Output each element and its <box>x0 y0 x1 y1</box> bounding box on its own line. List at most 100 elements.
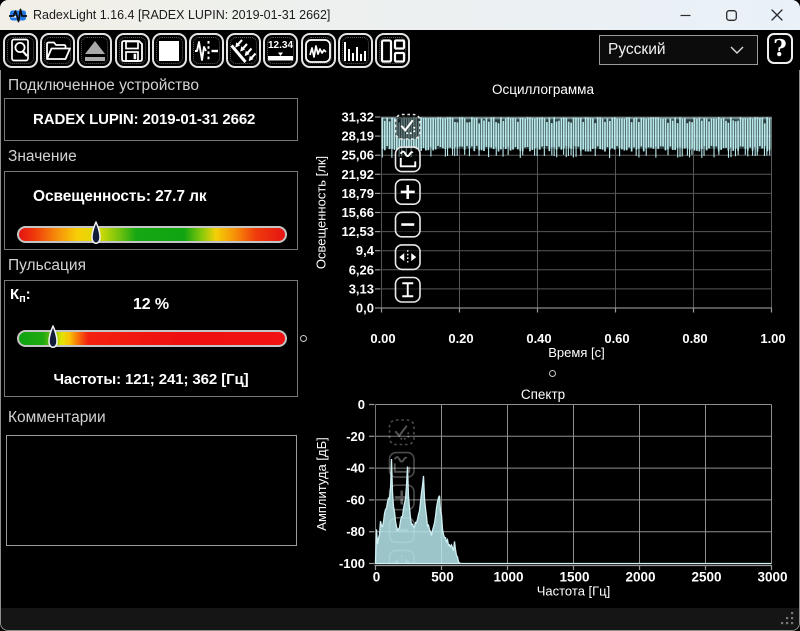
spectrum-y-labels: 0 -20 -40 -60 -80 -100 <box>339 397 365 571</box>
spectrum-tool-select-check[interactable] <box>388 419 415 446</box>
oscillogram-toolbar <box>394 113 421 303</box>
status-bar <box>1 608 799 630</box>
spec-x-tick-label: 0 <box>373 570 381 585</box>
osc-y-tick-label: 31,32 <box>341 110 374 125</box>
save-file-icon <box>121 39 143 62</box>
oscillogram-waveform[interactable] <box>381 117 771 158</box>
toolbar-button-open-file[interactable] <box>40 33 76 68</box>
oscillogram-y-labels: 0,0 3,13 6,26 9,4 12,53 15,66 18,79 21,92 25,06 2… <box>341 110 374 316</box>
kp-value: 12 % <box>132 296 170 313</box>
spectrum-chart: Спектр 0 -20 -40 -60 -80 -100 0 500 1000 1500 2000 2… <box>314 387 788 608</box>
oscillogram-tool-select-check[interactable] <box>394 113 421 140</box>
spec-y-tick-label: -60 <box>346 492 365 507</box>
minimize-icon <box>680 14 690 16</box>
title-bar: RadexLight 1.16.4 [RADEX LUPIN: 2019-01-… <box>0 0 800 30</box>
fit-vertical-icon <box>396 589 407 602</box>
oscillogram-tool-zoom-out[interactable] <box>394 211 421 238</box>
numeric-display-icon: 12.34 <box>268 40 294 61</box>
osc-x-tick-label: 0.00 <box>370 331 395 346</box>
stop-square-icon <box>159 40 180 61</box>
spectrum-ticks <box>369 403 773 570</box>
oscillogram-tool-fit-vertical[interactable] <box>394 276 421 303</box>
help-label: ? <box>773 35 787 62</box>
illuminance-value: Освещенность: 27.7 лк <box>33 188 207 205</box>
spec-y-tick-label: -20 <box>346 429 365 444</box>
select-check-icon <box>394 425 410 440</box>
oscillogram-tool-zoom-extents[interactable] <box>394 146 421 173</box>
osc-y-tick-label: 12,53 <box>341 224 374 239</box>
open-file-icon <box>45 41 71 60</box>
chevron-down-icon <box>730 46 744 54</box>
osc-y-tick-label: 6,26 <box>349 262 374 277</box>
zoom-extents-icon <box>399 150 417 168</box>
toolbar-button-spectrum-panel[interactable] <box>337 33 373 68</box>
spectrum-trace[interactable] <box>374 459 772 565</box>
maximize-button[interactable] <box>708 0 754 30</box>
window-title: RadexLight 1.16.4 [RADEX LUPIN: 2019-01-… <box>33 8 331 22</box>
fit-vertical-icon <box>402 282 414 298</box>
horizontal-splitter-grip[interactable] <box>549 370 556 377</box>
language-select[interactable]: Русский <box>599 35 758 65</box>
toolbar-button-save-file[interactable] <box>114 33 150 68</box>
comments-section-header: Комментарии <box>8 409 106 426</box>
spec-y-tick-label: 0 <box>358 397 365 412</box>
osc-x-tick-label: 0.80 <box>682 331 707 346</box>
language-select-value: Русский <box>608 41 666 58</box>
main-toolbar: 12.34 Русский ? <box>0 30 800 70</box>
vertical-splitter-grip[interactable] <box>300 335 307 342</box>
close-icon <box>771 9 783 21</box>
toolbar-button-find-device[interactable] <box>3 33 38 68</box>
toolbar-button-pulsation-wave[interactable] <box>189 33 224 68</box>
light-rays-icon <box>230 39 257 63</box>
toolbar-button-numeric-display[interactable]: 12.34 <box>263 33 299 68</box>
zoom-in-icon <box>400 184 415 199</box>
toolbar-button-light-rays[interactable] <box>226 33 262 68</box>
help-button[interactable]: ? <box>767 33 793 64</box>
spec-y-tick-label: -80 <box>346 524 365 539</box>
toolbar-button-oscillogram-panel[interactable] <box>300 33 336 68</box>
fit-horizontal-icon <box>399 250 417 265</box>
maximize-icon <box>725 9 737 21</box>
spec-x-tick-label: 500 <box>431 570 454 585</box>
spec-x-tick-label: 2000 <box>625 570 655 585</box>
spec-x-tick-label: 1500 <box>559 570 589 585</box>
frequencies-label: Частоты: 121; 241; 362 [Гц] <box>53 371 249 388</box>
osc-y-tick-label: 15,66 <box>341 205 374 220</box>
value-box: Освещенность: 27.7 лк <box>4 171 298 250</box>
resize-grip-icon[interactable] <box>780 611 795 626</box>
spectrum-x-labels: 0 500 1000 1500 2000 2500 3000 <box>373 570 788 585</box>
device-box: RADEX LUPIN: 2019-01-31 2662 <box>4 98 298 141</box>
close-button[interactable] <box>754 0 800 30</box>
select-check-icon <box>400 119 416 135</box>
oscillogram-x-labels: 0.00 0.20 0.40 0.60 0.80 1.00 <box>370 331 785 346</box>
illuminance-scale-bar <box>17 226 287 243</box>
pulsation-marker <box>48 325 58 348</box>
find-device-icon <box>10 38 29 61</box>
spectrum-tool-zoom-extents[interactable] <box>388 451 415 478</box>
spec-y-tick-label: -40 <box>346 461 365 476</box>
oscillogram-tool-zoom-in[interactable] <box>394 178 421 205</box>
minimize-button[interactable] <box>662 0 708 30</box>
toolbar-button-stop-square[interactable] <box>151 33 187 68</box>
oscillogram-ylabel: Освещенность [лк] <box>314 156 329 269</box>
oscillogram-panel-icon <box>305 38 331 63</box>
osc-y-tick-label: 18,79 <box>341 186 374 201</box>
spectrum-tool-fit-vertical[interactable] <box>390 583 415 608</box>
value-section-header: Значение <box>8 148 77 165</box>
osc-y-tick-label: 21,92 <box>341 167 374 182</box>
spec-x-tick-label: 1000 <box>493 570 523 585</box>
toolbar-button-layout-panels[interactable] <box>375 33 410 68</box>
device-section-header: Подключенное устройство <box>8 77 199 94</box>
oscillogram-chart: Осциллограмма 0,0 3,13 6,26 9,4 12,53 15,66 18,… <box>314 82 786 360</box>
oscillogram-tool-fit-horizontal[interactable] <box>394 244 421 271</box>
osc-y-tick-label: 28,19 <box>341 129 374 144</box>
comments-textarea[interactable] <box>6 435 297 546</box>
app-icon <box>9 8 27 22</box>
illuminance-marker <box>91 221 102 244</box>
pulsation-section-header: Пульсация <box>8 257 86 274</box>
osc-y-tick-label: 9,4 <box>356 243 375 258</box>
spectrum-xlabel: Частота [Гц] <box>537 584 611 599</box>
osc-y-tick-label: 0,0 <box>356 301 374 316</box>
toolbar-button-eject-device[interactable] <box>77 33 113 68</box>
